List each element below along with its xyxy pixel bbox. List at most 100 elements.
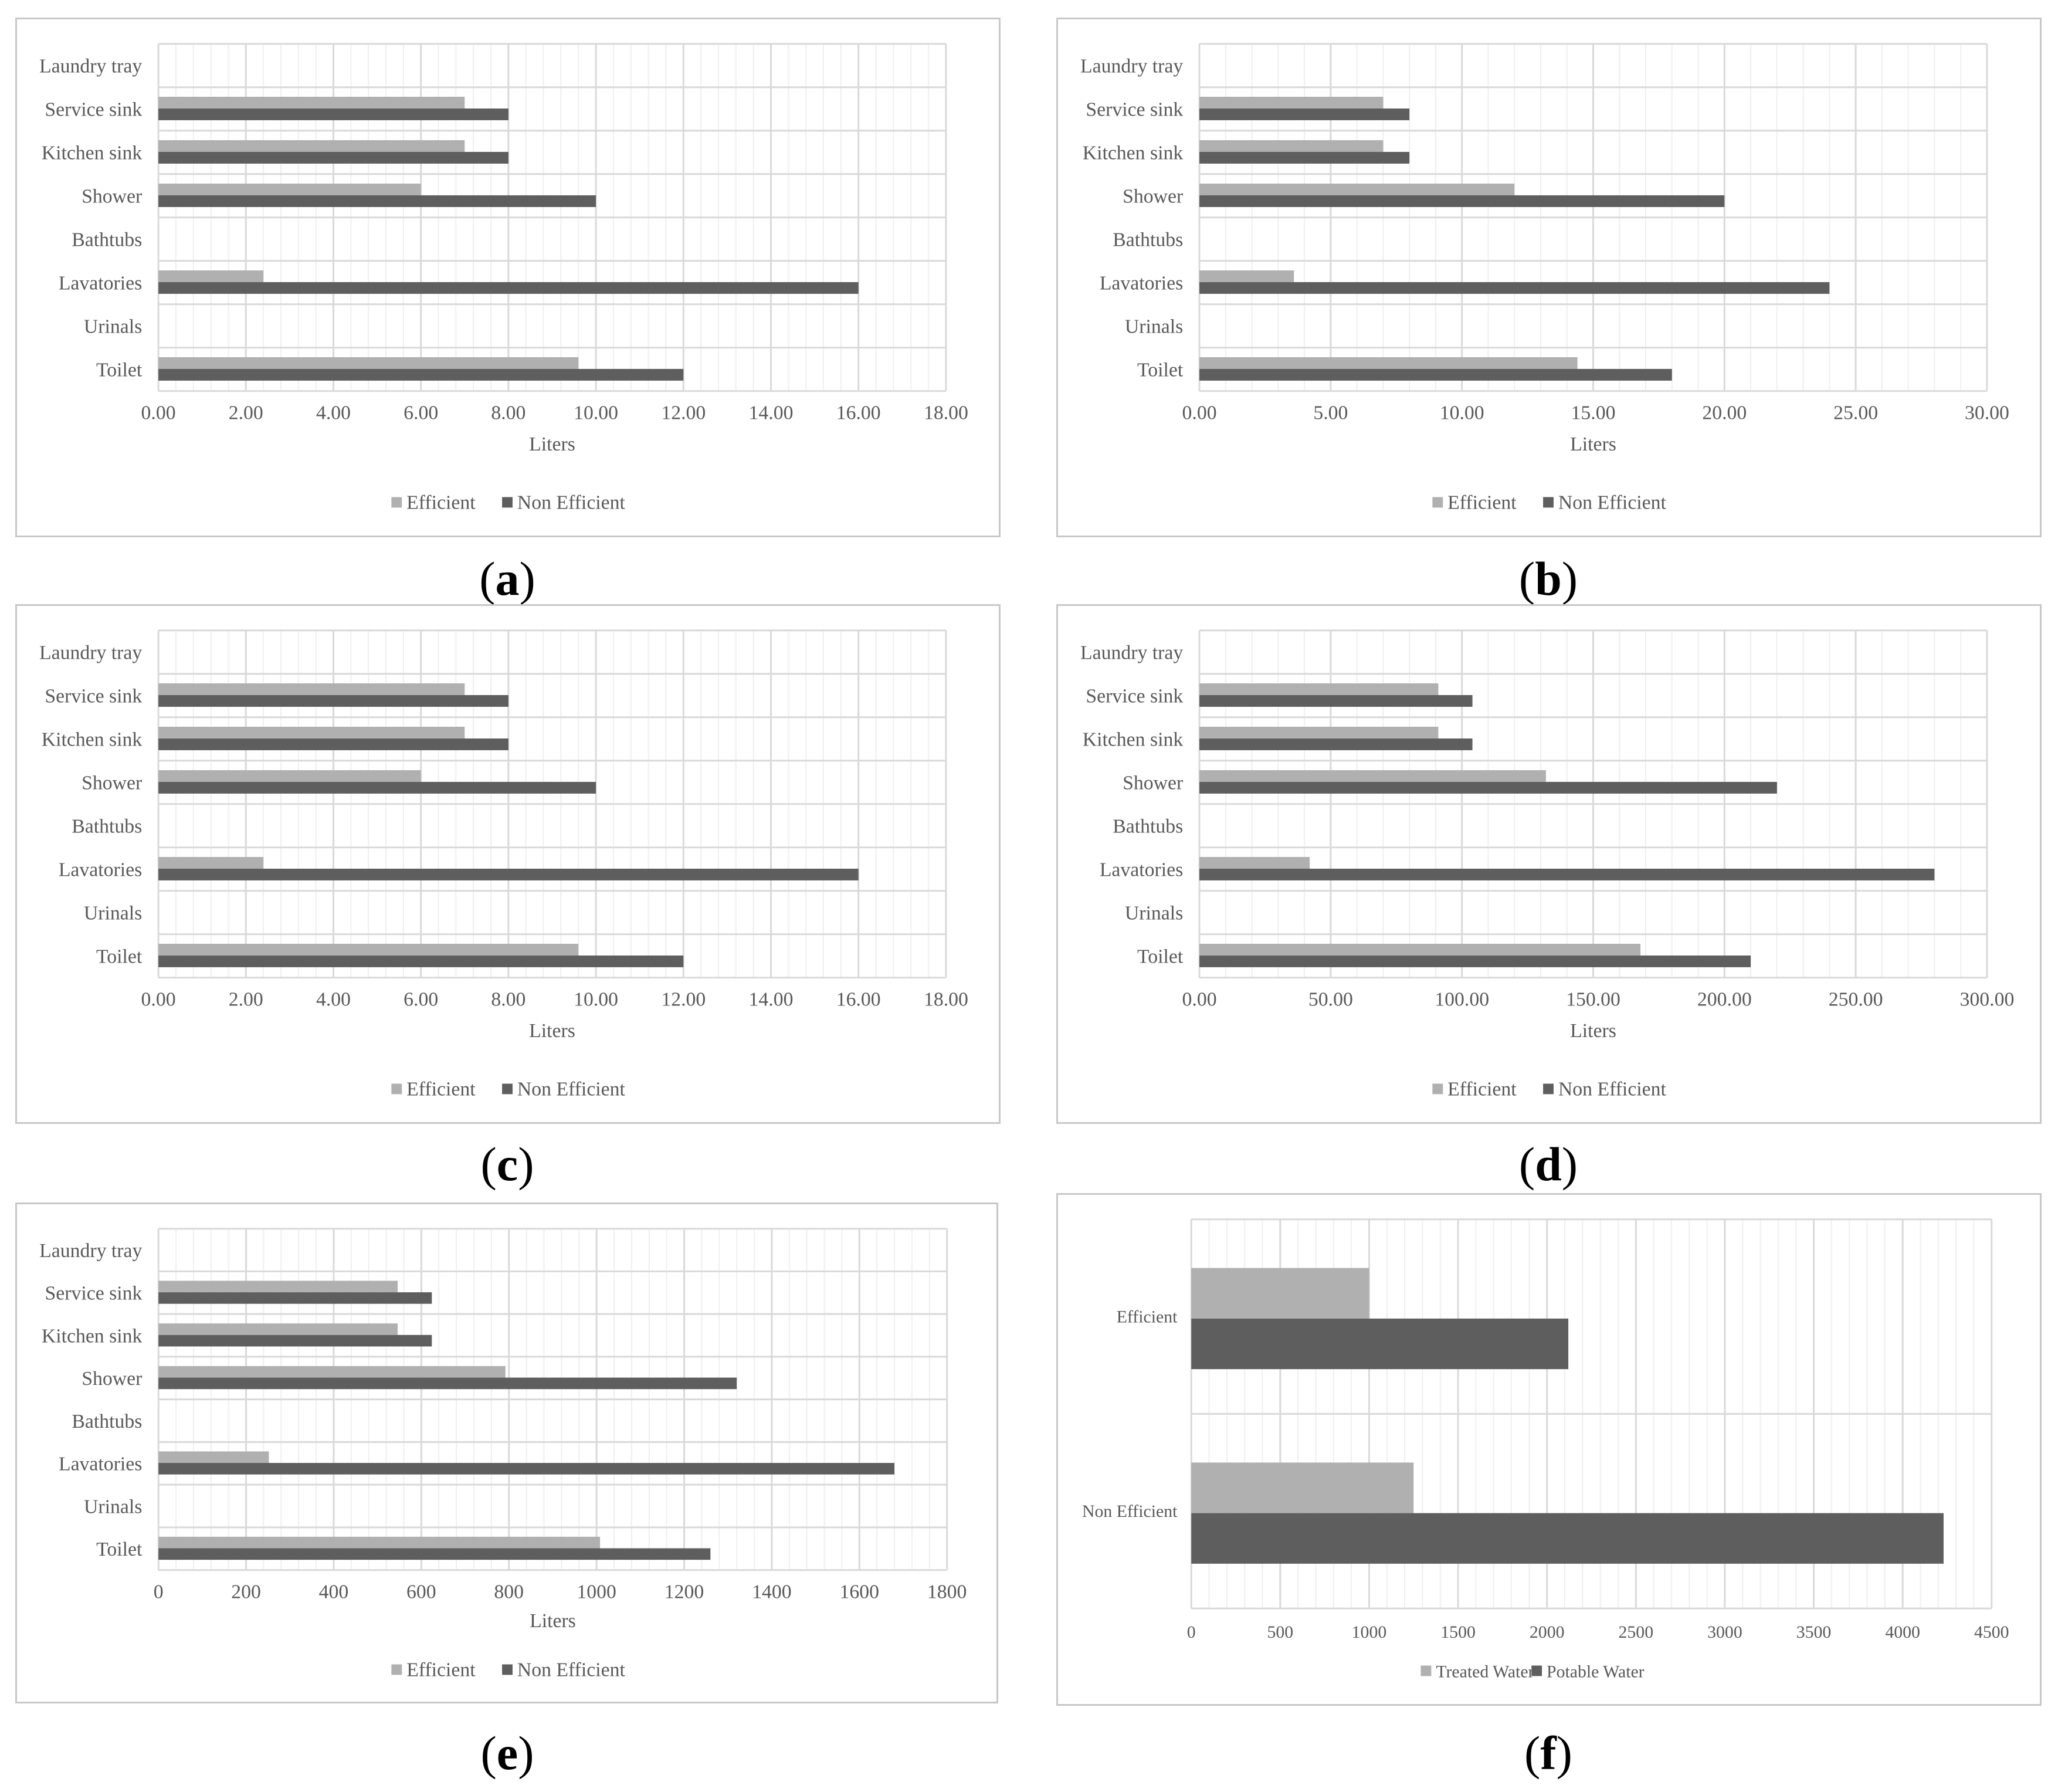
- caption-a-letter: a: [495, 552, 520, 605]
- legend-label-efficient: Efficient: [1447, 492, 1517, 513]
- x-tick-label: 15.00: [1571, 402, 1616, 424]
- bar-non-efficient-shower: [158, 195, 596, 207]
- category-label-laundry-tray: Laundry tray: [39, 56, 142, 77]
- legend-label-non-efficient: Non Efficient: [517, 1659, 626, 1681]
- x-tick-label: 3000: [1707, 1622, 1742, 1642]
- chart-a-svg: 0.00 2.00 4.00 6.00 8.00 10.00 12.00 14.00 16.00…: [39, 43, 968, 513]
- bar-efficient-kitchen-sink: [158, 1323, 398, 1335]
- category-label-laundry-tray: Laundry tray: [39, 642, 142, 664]
- bar-efficient-toilet: [1199, 357, 1578, 369]
- bar-non-efficient-kitchen-sink: [1199, 738, 1473, 750]
- bar-non-efficient-kitchen-sink: [158, 738, 508, 750]
- category-label-laundry-tray: Laundry tray: [1080, 642, 1183, 664]
- bar-non-efficient-toilet: [158, 1548, 711, 1560]
- x-tick-label: 150.00: [1566, 988, 1620, 1010]
- category-label-lavatories: Lavatories: [59, 273, 142, 294]
- caption-a: (a): [479, 552, 535, 605]
- legend-swatch-treated-water: [1420, 1665, 1432, 1676]
- bar-non-efficient-service-sink: [158, 108, 508, 120]
- category-label-shower: Shower: [82, 186, 142, 208]
- x-axis-title: Liters: [529, 433, 575, 455]
- x-tick-label: 5.00: [1313, 402, 1348, 424]
- category-label-urinals: Urinals: [84, 1496, 142, 1517]
- bar-non-efficient-shower: [1199, 195, 1725, 207]
- category-label-lavatories: Lavatories: [1100, 273, 1183, 294]
- bar-efficient-service-sink: [158, 1281, 398, 1293]
- legend-swatch-non-efficient: [502, 1664, 513, 1675]
- bar-efficient-service-sink: [1199, 96, 1384, 109]
- x-axis-title: Liters: [529, 1020, 575, 1042]
- x-tick-label: 8.00: [491, 988, 525, 1010]
- category-label-efficient: Efficient: [1117, 1307, 1178, 1326]
- bar-non-efficient-kitchen-sink: [158, 1334, 432, 1347]
- bar-non-efficient-service-sink: [1199, 695, 1473, 707]
- chart-panel-a: 0.00 2.00 4.00 6.00 8.00 10.00 12.00 14.00 16.00…: [15, 18, 1001, 537]
- x-axis-title: Liters: [1570, 1020, 1616, 1042]
- x-tick-label: 2000: [1530, 1622, 1565, 1642]
- category-label-bathtubs: Bathtubs: [1113, 229, 1183, 251]
- legend-swatch-efficient: [1432, 497, 1443, 508]
- chart-b-svg: 0.00 5.00 10.00 15.00 20.00 25.00 30.00 Laundry…: [1080, 43, 2009, 513]
- legend-label-potable-water: Potable Water: [1547, 1662, 1645, 1681]
- category-label-lavatories: Lavatories: [59, 859, 142, 881]
- bar-non-efficient-toilet: [1199, 955, 1751, 967]
- x-tick-label: 600: [406, 1581, 436, 1603]
- x-tick-label: 1600: [840, 1581, 880, 1603]
- bar-non-efficient-lavatories: [1199, 868, 1935, 880]
- bar-efficient-kitchen-sink: [158, 726, 465, 739]
- x-tick-label: 10.00: [574, 988, 618, 1010]
- x-tick-label: 10.00: [1440, 402, 1484, 424]
- caption-d-letter: d: [1535, 1137, 1562, 1191]
- category-label-kitchen-sink: Kitchen sink: [1083, 729, 1184, 751]
- legend-label-efficient: Efficient: [406, 1078, 476, 1100]
- legend-label-efficient: Efficient: [406, 492, 476, 513]
- x-tick-label: 1000: [577, 1581, 616, 1603]
- bar-efficient-service-sink: [1199, 683, 1439, 695]
- category-label-shower: Shower: [1123, 773, 1183, 794]
- x-tick-label: 200: [231, 1581, 261, 1603]
- chart-d-svg: 0.00 50.00 100.00 150.00 200.00 250.00 300.00 L…: [1080, 629, 2014, 1100]
- x-tick-label: 14.00: [749, 988, 794, 1010]
- x-tick-label: 4.00: [316, 988, 351, 1010]
- category-label-toilet: Toilet: [1137, 946, 1184, 968]
- legend-label-efficient: Efficient: [1447, 1078, 1517, 1100]
- bar-efficient-toilet: [158, 357, 579, 369]
- bar-efficient-toilet: [158, 1536, 601, 1549]
- x-tick-label: 12.00: [661, 988, 706, 1010]
- bar-non-efficient-service-sink: [158, 1292, 432, 1304]
- x-tick-label: 25.00: [1833, 402, 1878, 424]
- legend-label-non-efficient: Non Efficient: [517, 1078, 626, 1100]
- x-tick-label: 4.00: [316, 402, 351, 424]
- bar-efficient-lavatories: [158, 270, 264, 282]
- category-label-toilet: Toilet: [96, 946, 143, 968]
- x-tick-label: 1500: [1440, 1622, 1476, 1642]
- x-tick-label: 1400: [752, 1581, 792, 1603]
- x-tick-label: 0.00: [141, 402, 176, 424]
- bar-non-efficient-shower: [158, 781, 596, 794]
- bar-efficient-service-sink: [158, 96, 465, 109]
- legend-swatch-efficient: [1432, 1083, 1443, 1095]
- x-tick-label: 0.00: [1182, 402, 1217, 424]
- category-label-service-sink: Service sink: [45, 99, 142, 121]
- category-label-lavatories: Lavatories: [59, 1454, 142, 1475]
- legend-swatch-efficient: [391, 1664, 402, 1675]
- x-tick-label: 0.00: [141, 988, 176, 1010]
- caption-f-letter: f: [1540, 1726, 1557, 1780]
- category-label-kitchen-sink: Kitchen sink: [42, 729, 143, 751]
- bar-treated-water-non-efficient: [1191, 1462, 1414, 1513]
- category-label-shower: Shower: [1123, 186, 1183, 208]
- category-label-laundry-tray: Laundry tray: [39, 1240, 142, 1262]
- x-tick-label: 0.00: [1182, 988, 1217, 1010]
- category-label-kitchen-sink: Kitchen sink: [42, 143, 143, 164]
- x-axis-title: Liters: [530, 1610, 576, 1632]
- category-label-shower: Shower: [82, 1368, 142, 1390]
- x-tick-label: 16.00: [836, 402, 881, 424]
- category-label-bathtubs: Bathtubs: [72, 816, 142, 838]
- x-tick-label: 18.00: [924, 988, 968, 1010]
- caption-e-letter: e: [496, 1726, 518, 1780]
- x-tick-label: 14.00: [749, 402, 794, 424]
- bar-non-efficient-lavatories: [158, 868, 859, 880]
- x-tick-label: 20.00: [1702, 402, 1747, 424]
- caption-c-letter: c: [496, 1137, 518, 1191]
- legend-label-efficient: Efficient: [406, 1659, 476, 1681]
